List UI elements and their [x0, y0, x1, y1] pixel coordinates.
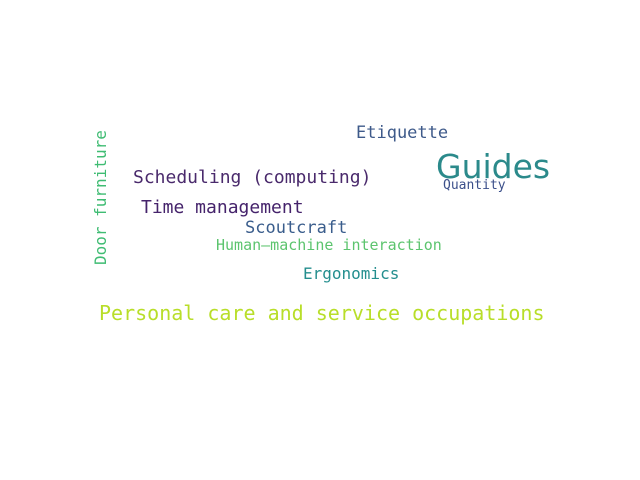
word-scoutcraft: Scoutcraft: [245, 218, 348, 238]
word-ergonomics: Ergonomics: [303, 264, 400, 283]
word-human-machine-interaction: Human–machine interaction: [216, 236, 442, 254]
word-quantity: Quantity: [443, 178, 506, 193]
word-guides: Guides: [436, 147, 551, 186]
word-etiquette: Etiquette: [356, 123, 449, 143]
word-personal-care: Personal care and service occupations: [99, 301, 545, 325]
word-time-management: Time management: [141, 197, 304, 218]
word-door-furniture: Door furniture: [91, 130, 110, 265]
word-scheduling: Scheduling (computing): [133, 167, 372, 188]
